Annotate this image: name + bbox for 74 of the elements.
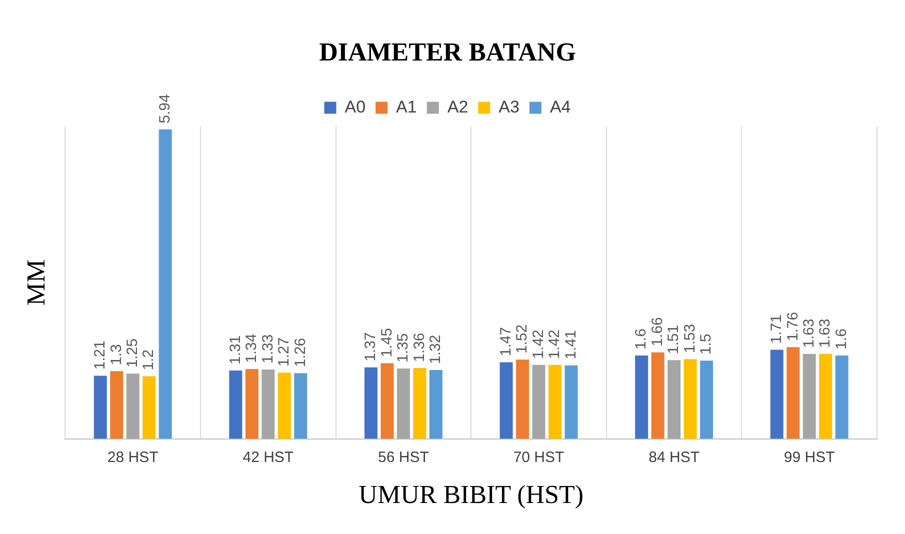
legend-label: A0 xyxy=(344,97,366,116)
data-label: 1.71 xyxy=(768,314,786,344)
legend-label: A3 xyxy=(498,97,520,116)
x-tick-label: 56 HST xyxy=(378,448,429,466)
x-axis-title: UMUR BIBIT (HST) xyxy=(358,480,584,510)
legend-label: A2 xyxy=(447,97,468,116)
bar xyxy=(229,370,242,439)
data-label: 1.31 xyxy=(226,335,244,365)
bar xyxy=(532,364,546,439)
bar xyxy=(278,372,291,439)
data-label: 1.32 xyxy=(427,334,444,364)
data-label: 1.6 xyxy=(832,328,850,350)
data-label: 1.66 xyxy=(648,317,666,346)
bar xyxy=(548,364,562,439)
bar xyxy=(651,352,664,439)
data-label: 1.36 xyxy=(410,332,428,362)
bar xyxy=(158,129,172,439)
bar xyxy=(516,360,530,439)
y-axis-title: MM xyxy=(21,259,50,306)
data-label: 1.2 xyxy=(140,349,158,370)
data-label: 1.45 xyxy=(378,328,396,358)
data-label: 1.76 xyxy=(784,312,802,342)
data-label: 1.21 xyxy=(92,340,109,370)
bar xyxy=(380,363,394,439)
bar xyxy=(364,367,378,439)
data-label: 1.26 xyxy=(292,338,309,368)
bar xyxy=(94,376,107,439)
bar xyxy=(110,371,124,439)
bar xyxy=(684,359,697,439)
bar xyxy=(700,360,714,439)
data-label: 5.94 xyxy=(156,94,174,124)
data-label: 1.33 xyxy=(259,334,276,364)
bar xyxy=(635,355,648,439)
data-label: 1.63 xyxy=(800,318,818,348)
data-label: 1.47 xyxy=(497,327,514,356)
bar xyxy=(500,362,513,439)
data-label: 1.3 xyxy=(108,344,125,366)
chart-title: DIAMETER BATANG xyxy=(319,37,576,66)
bar xyxy=(802,354,816,439)
data-label: 1.25 xyxy=(124,338,141,368)
data-label: 1.52 xyxy=(514,324,531,354)
bar xyxy=(786,347,800,439)
data-label: 1.34 xyxy=(243,334,260,363)
x-tick-label: 84 HST xyxy=(648,448,700,466)
data-label: 1.51 xyxy=(665,324,682,354)
bar xyxy=(262,370,275,439)
x-tick-label: 99 HST xyxy=(784,448,835,466)
bar xyxy=(413,368,426,439)
data-label: 1.6 xyxy=(632,328,650,350)
bar xyxy=(835,355,848,439)
data-label: 1.27 xyxy=(276,337,293,367)
bar xyxy=(564,365,578,439)
bar xyxy=(770,350,784,439)
data-label: 1.5 xyxy=(698,334,715,355)
x-tick-label: 28 HST xyxy=(107,448,158,466)
data-label: 1.37 xyxy=(362,332,380,362)
data-label: 1.63 xyxy=(816,318,834,348)
bar xyxy=(429,370,442,439)
bar xyxy=(819,354,832,439)
data-label: 1.42 xyxy=(530,330,547,359)
bar xyxy=(396,368,410,439)
bar xyxy=(294,373,308,439)
x-tick-label: 70 HST xyxy=(513,448,564,466)
bar xyxy=(142,376,156,439)
data-label: 1.41 xyxy=(562,330,580,360)
bar xyxy=(668,360,681,439)
x-tick-label: 42 HST xyxy=(242,448,294,466)
legend-label: A4 xyxy=(550,97,571,116)
data-label: 1.35 xyxy=(394,333,412,362)
data-label: 1.42 xyxy=(546,330,564,359)
bar xyxy=(245,368,258,439)
legend-label: A1 xyxy=(396,97,417,116)
data-label: 1.53 xyxy=(681,324,698,354)
bar xyxy=(126,374,140,439)
